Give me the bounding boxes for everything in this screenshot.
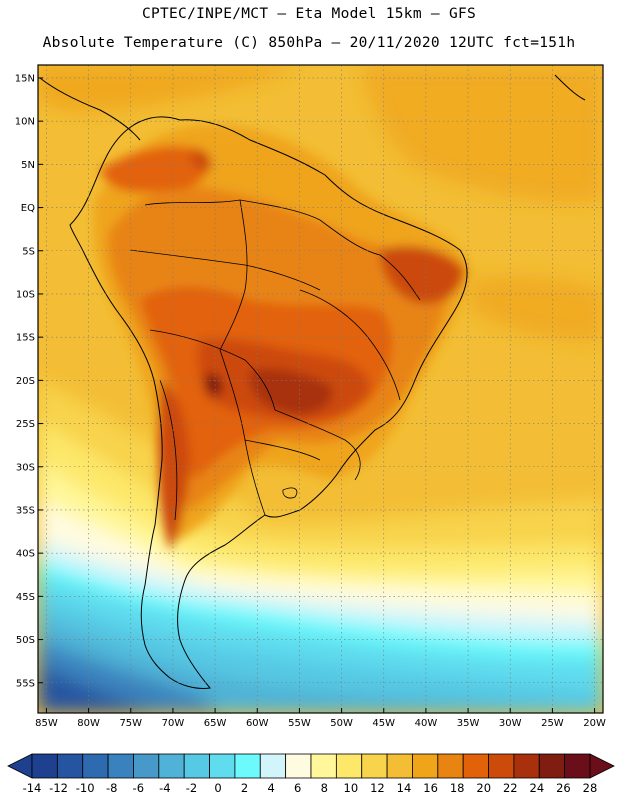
colorbar-label: 26 bbox=[556, 781, 571, 795]
lat-tick-label: 25S bbox=[16, 419, 35, 430]
lat-tick-label: 10S bbox=[16, 289, 35, 300]
colorbar-swatch bbox=[437, 753, 464, 779]
colorbar-swatch bbox=[538, 753, 566, 779]
latitude-axis: 15N 10N 5N EQ 5S 10S 15S 20S 25S 30S 35S 40S 45S 50S 5… bbox=[15, 73, 43, 689]
colorbar-label: -12 bbox=[49, 781, 68, 795]
lon-tick-label: 50W bbox=[330, 718, 353, 729]
chart-title-line1: CPTEC/INPE/MCT – Eta Model 15km – GFS bbox=[141, 6, 477, 22]
colorbar: -14 -12 -10 -8 -6 -4 -2 0 2 4 6 8 10 12 14 16 18 20 22 24 26… bbox=[7, 753, 615, 795]
colorbar-label: -10 bbox=[76, 781, 95, 795]
colorbar-label: -6 bbox=[133, 781, 144, 795]
map-frame bbox=[37, 64, 604, 714]
longitude-axis: 85W 80W 75W 70W 65W 60W 55W 50W 45W 40W 35W 30W 25W 2… bbox=[35, 708, 606, 729]
colorbar-swatch bbox=[386, 753, 413, 779]
colorbar-swatch bbox=[310, 753, 337, 779]
colorbar-label: 4 bbox=[267, 781, 274, 795]
lon-tick-label: 85W bbox=[35, 718, 58, 729]
lat-lon-grid bbox=[38, 65, 603, 713]
colorbar-swatch bbox=[462, 753, 489, 779]
lon-tick-label: 60W bbox=[246, 718, 269, 729]
colorbar-min-arrow bbox=[7, 753, 33, 779]
colorbar-label: 6 bbox=[294, 781, 301, 795]
colorbar-swatch bbox=[488, 753, 515, 779]
lon-tick-label: 80W bbox=[77, 718, 100, 729]
colorbar-label: 10 bbox=[344, 781, 359, 795]
colorbar-swatch bbox=[361, 753, 388, 779]
colorbar-label: -4 bbox=[159, 781, 170, 795]
colorbar-swatch bbox=[335, 753, 363, 779]
colorbar-label: 12 bbox=[370, 781, 385, 795]
colorbar-label: -8 bbox=[106, 781, 117, 795]
colorbar-label: -2 bbox=[186, 781, 197, 795]
lat-tick-label: 5N bbox=[21, 160, 35, 171]
colorbar-swatch bbox=[564, 753, 591, 779]
lat-tick-label: 55S bbox=[16, 678, 35, 689]
lat-tick-label: 50S bbox=[16, 635, 35, 646]
colorbar-swatch bbox=[285, 753, 312, 779]
colorbar-swatch bbox=[513, 753, 540, 779]
colorbar-label: 16 bbox=[423, 781, 438, 795]
lat-tick-label: 35S bbox=[16, 505, 35, 516]
colorbar-label: 20 bbox=[476, 781, 491, 795]
lat-tick-label: 45S bbox=[16, 592, 35, 603]
colorbar-label: 14 bbox=[397, 781, 412, 795]
colorbar-label: 24 bbox=[530, 781, 545, 795]
chart-title-line2: Absolute Temperature (C) 850hPa – 20/11/… bbox=[42, 35, 576, 51]
lat-tick-label: 10N bbox=[15, 117, 35, 128]
colorbar-max-arrow bbox=[589, 753, 615, 779]
colorbar-swatch bbox=[209, 753, 236, 779]
colorbar-swatch bbox=[234, 753, 261, 779]
colorbar-swatch bbox=[107, 753, 134, 779]
colorbar-swatch bbox=[56, 753, 84, 779]
colorbar-swatch bbox=[158, 753, 185, 779]
lat-tick-label: 15N bbox=[15, 73, 35, 84]
colorbar-label: 0 bbox=[214, 781, 221, 795]
lat-tick-label: EQ bbox=[21, 203, 35, 214]
lat-tick-label: 5S bbox=[22, 246, 35, 257]
lon-tick-label: 20W bbox=[583, 718, 606, 729]
lon-tick-label: 30W bbox=[499, 718, 522, 729]
colorbar-label: 22 bbox=[503, 781, 518, 795]
colorbar-label: 28 bbox=[583, 781, 598, 795]
colorbar-label: 8 bbox=[321, 781, 328, 795]
lon-tick-label: 65W bbox=[204, 718, 227, 729]
lon-tick-label: 75W bbox=[119, 718, 142, 729]
colorbar-swatch bbox=[412, 753, 439, 779]
colorbar-swatch bbox=[133, 753, 160, 779]
lon-tick-label: 40W bbox=[415, 718, 438, 729]
lon-tick-label: 25W bbox=[541, 718, 564, 729]
lon-tick-label: 35W bbox=[457, 718, 480, 729]
colorbar-label: -14 bbox=[23, 781, 42, 795]
colorbar-swatch bbox=[31, 753, 58, 779]
lat-tick-label: 30S bbox=[16, 462, 35, 473]
temperature-field bbox=[38, 65, 603, 713]
lon-tick-label: 55W bbox=[288, 718, 311, 729]
lon-tick-label: 70W bbox=[162, 718, 185, 729]
colorbar-swatch bbox=[259, 753, 287, 779]
country-borders bbox=[129, 199, 421, 521]
lat-tick-label: 15S bbox=[16, 333, 35, 344]
colorbar-label: 2 bbox=[241, 781, 248, 795]
lat-tick-label: 20S bbox=[16, 376, 35, 387]
colorbar-label: 18 bbox=[450, 781, 465, 795]
colorbar-swatch bbox=[183, 753, 210, 779]
lat-tick-label: 40S bbox=[16, 549, 35, 560]
lon-tick-label: 45W bbox=[372, 718, 395, 729]
colorbar-swatch bbox=[82, 753, 109, 779]
